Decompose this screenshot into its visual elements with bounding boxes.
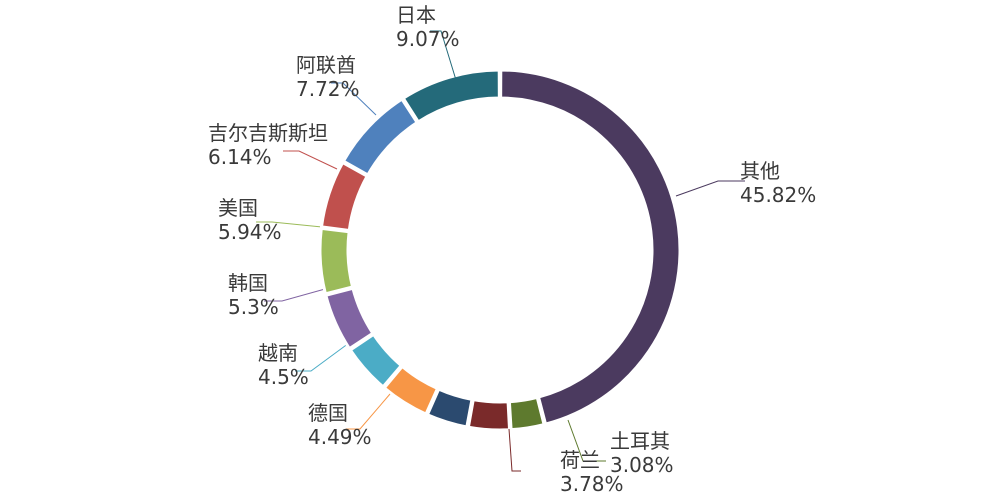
slice-label-土耳其: 土耳其 bbox=[610, 429, 670, 453]
slice-label-韩国: 韩国 bbox=[228, 271, 268, 295]
slice-percent-德国: 4.49% bbox=[308, 425, 372, 449]
slice-percent-越南: 4.5% bbox=[258, 365, 309, 389]
slice-label-越南: 越南 bbox=[258, 341, 298, 365]
slice-percent-荷兰: 3.78% bbox=[560, 472, 624, 496]
slice-percent-韩国: 5.3% bbox=[228, 295, 279, 319]
donut-slice-韩国 bbox=[323, 286, 375, 351]
leader-line-德国 bbox=[346, 393, 391, 430]
leader-line-美国 bbox=[256, 221, 323, 228]
donut-slice-土耳其 bbox=[507, 395, 546, 432]
leader-line-韩国 bbox=[264, 288, 326, 302]
donut-slice-其他 bbox=[499, 68, 682, 426]
slice-percent-吉尔吉斯斯坦: 6.14% bbox=[208, 145, 272, 169]
slice-label-美国: 美国 bbox=[218, 196, 258, 220]
donut-slice-日本 bbox=[401, 68, 501, 124]
leader-line-荷兰 bbox=[508, 428, 521, 472]
donut-slice-荷兰 bbox=[466, 397, 512, 432]
slice-percent-其他: 45.82% bbox=[740, 183, 816, 207]
donut-slice-美国 bbox=[318, 226, 355, 296]
slice-label-德国: 德国 bbox=[308, 401, 348, 425]
slice-label-其他: 其他 bbox=[740, 159, 780, 183]
slice-label-阿联酋: 阿联酋 bbox=[296, 53, 356, 77]
slice-label-荷兰: 荷兰 bbox=[560, 448, 600, 472]
leader-line-阿联酋 bbox=[331, 82, 377, 116]
leader-line-其他 bbox=[675, 180, 745, 197]
leader-line-日本 bbox=[430, 30, 457, 81]
slice-percent-美国: 5.94% bbox=[218, 220, 282, 244]
slice-percent-阿联酋: 7.72% bbox=[296, 77, 360, 101]
leader-line-土耳其 bbox=[567, 419, 606, 462]
slice-percent-土耳其: 3.08% bbox=[610, 453, 674, 477]
slice-label-吉尔吉斯斯坦: 吉尔吉斯斯坦 bbox=[208, 121, 328, 145]
leader-line-越南 bbox=[295, 342, 350, 372]
slice-percent-日本: 9.07% bbox=[396, 27, 460, 51]
slice-label-日本: 日本 bbox=[396, 3, 436, 27]
donut-slice-吉尔吉斯斯坦 bbox=[319, 160, 370, 233]
leader-line-吉尔吉斯斯坦 bbox=[283, 150, 338, 170]
donut-slice-阿联酋 bbox=[341, 97, 420, 178]
